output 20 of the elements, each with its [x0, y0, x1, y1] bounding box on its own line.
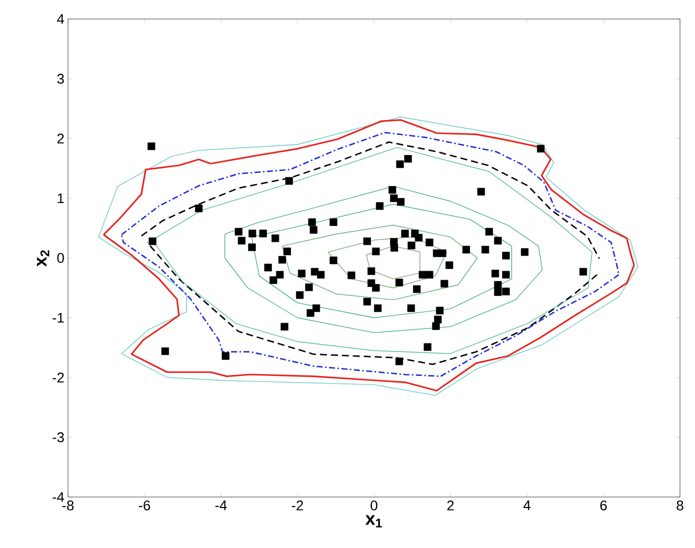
y-tick-label: -3 [52, 432, 64, 442]
y-tick-label: -4 [52, 492, 64, 502]
x-tick-label: 6 [600, 500, 607, 510]
y-tick-label: 0 [57, 253, 64, 263]
x-tick-label: -4 [215, 500, 227, 510]
y-tick-label: 3 [57, 74, 64, 84]
x-tick-label: -8 [62, 500, 74, 510]
x-tick-label: 2 [447, 500, 454, 510]
x-tick-label: -2 [292, 500, 304, 510]
x-tick-label: 0 [370, 500, 378, 510]
x-tick-label: 4 [523, 500, 530, 510]
y-tick-label: -1 [52, 312, 64, 323]
y-axis-title: x$_{2}$ [36, 250, 50, 267]
x-tick-label: -6 [138, 500, 150, 510]
y-tick-label: 1 [58, 193, 64, 204]
x-axis-title: x$_{1}$ [365, 515, 382, 528]
y-tick-label: -2 [52, 372, 64, 382]
y-tick-label: 4 [57, 14, 64, 24]
x-tick-label: 8 [676, 500, 684, 510]
y-tick-label: 2 [57, 134, 64, 144]
